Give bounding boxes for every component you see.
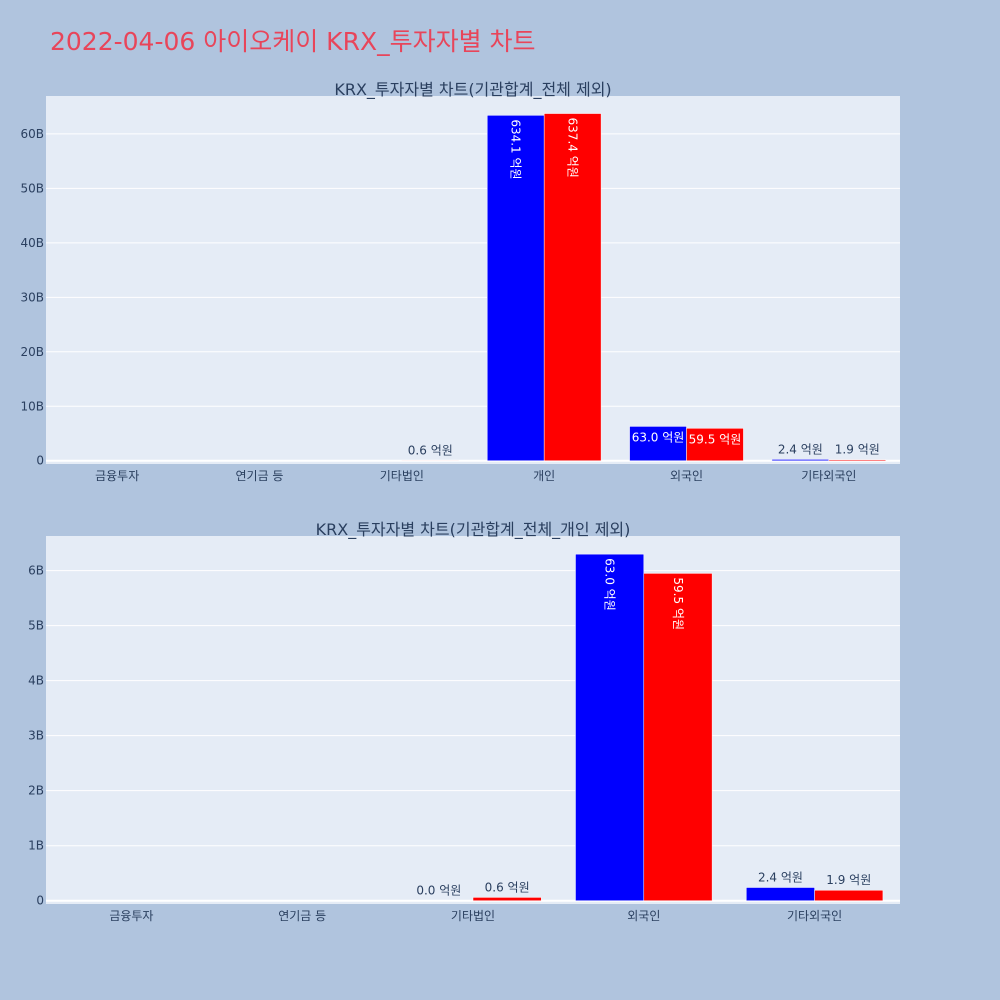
y-tick-label: 20B — [20, 345, 44, 359]
data-label: 2.4 억원 — [778, 442, 823, 456]
y-tick-label: 1B — [28, 839, 44, 853]
data-label: 63.0 억원 — [603, 558, 617, 611]
bar — [629, 426, 687, 461]
plot-area — [46, 536, 900, 904]
chart-title: KRX_투자자별 차트(기관합계_전체_개인 제외) — [316, 520, 631, 540]
y-tick-label: 60B — [20, 127, 44, 141]
y-tick-label: 6B — [28, 564, 44, 578]
x-tick-label: 금융투자 — [109, 909, 153, 923]
x-tick-label: 개인 — [533, 469, 555, 483]
x-tick-label: 연기금 등 — [236, 469, 284, 483]
chart-individual-excluded: 0 1B 2B 3B 4B 5B 6B KRX_투자자별 차트(기관합계_전체_개인 제외) 금… — [28, 520, 900, 923]
data-label: 59.5 억원 — [671, 577, 685, 630]
x-tick-label: 연기금 등 — [278, 909, 326, 923]
bar — [771, 459, 830, 461]
bar — [814, 889, 884, 901]
x-tick-label: 외국인 — [627, 909, 660, 923]
x-tick-label: 기타법인 — [380, 469, 424, 483]
data-label: 0.6 억원 — [485, 880, 530, 894]
page-title: 2022-04-06 아이오케이 KRX_투자자별 차트 — [50, 27, 536, 56]
x-tick-label: 금융투자 — [95, 469, 139, 483]
data-label: 63.0 억원 — [632, 430, 685, 444]
chart-all-excluded: 0 10B 20B 30B 40B 50B 60B KRX_투자자별 차트(기관합계_전체 제… — [20, 80, 900, 483]
bar — [543, 113, 602, 461]
y-tick-label: 4B — [28, 674, 44, 688]
data-label: 0.6 억원 — [408, 443, 453, 457]
data-label: 634.1 억원 — [509, 119, 523, 179]
x-tick-label: 기타법인 — [451, 909, 495, 923]
x-tick-label: 기타외국인 — [801, 469, 856, 483]
data-label: 2.4 억원 — [758, 870, 803, 884]
data-label: 637.4 억원 — [566, 118, 580, 178]
x-tick-label: 외국인 — [670, 469, 703, 483]
y-tick-label: 3B — [28, 729, 44, 743]
bar — [486, 115, 545, 461]
data-label: 1.9 억원 — [835, 443, 880, 457]
bar — [828, 459, 887, 461]
y-tick-label: 0 — [36, 894, 44, 908]
y-tick-label: 50B — [20, 181, 44, 195]
data-label: 1.9 억원 — [826, 873, 871, 887]
bar — [643, 573, 713, 901]
y-tick-label: 30B — [20, 290, 44, 304]
bar — [746, 887, 815, 901]
x-tick-label: 기타외국인 — [787, 909, 842, 923]
bar — [686, 428, 744, 461]
chart-title: KRX_투자자별 차트(기관합계_전체 제외) — [334, 80, 611, 100]
y-tick-label: 0 — [36, 454, 44, 468]
y-tick-label: 5B — [28, 619, 44, 633]
data-label: 0.0 억원 — [416, 884, 461, 898]
bar — [472, 897, 542, 901]
y-tick-label: 40B — [20, 236, 44, 250]
y-tick-label: 2B — [28, 784, 44, 798]
y-tick-label: 10B — [20, 399, 44, 413]
plot-area — [46, 96, 900, 464]
data-label: 59.5 억원 — [689, 432, 742, 446]
